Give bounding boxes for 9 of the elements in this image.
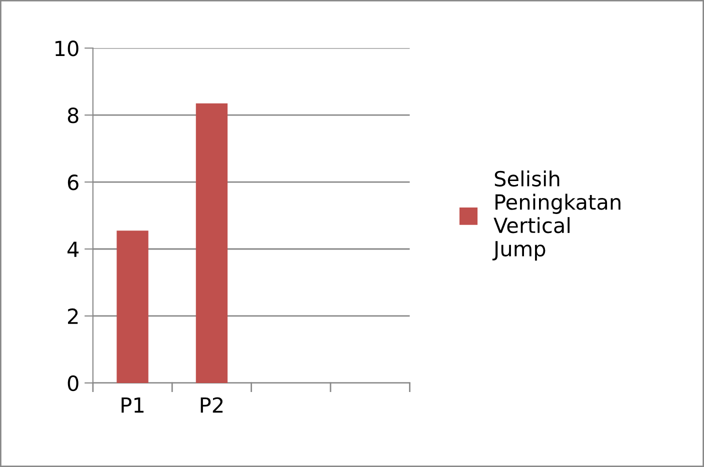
x-tick-label: P2	[200, 397, 223, 413]
y-tick-label: 6	[68, 174, 78, 190]
y-tick-label: 0	[68, 375, 78, 392]
y-tick-label: 10	[56, 40, 78, 56]
legend-label: Selisih Peningkatan Vertical Jump	[492, 170, 620, 261]
y-tick-label: 8	[68, 108, 78, 124]
y-tick-label: 4	[67, 242, 79, 257]
y-tick-label: 2	[68, 308, 78, 324]
x-tick-label: P1	[122, 397, 144, 413]
